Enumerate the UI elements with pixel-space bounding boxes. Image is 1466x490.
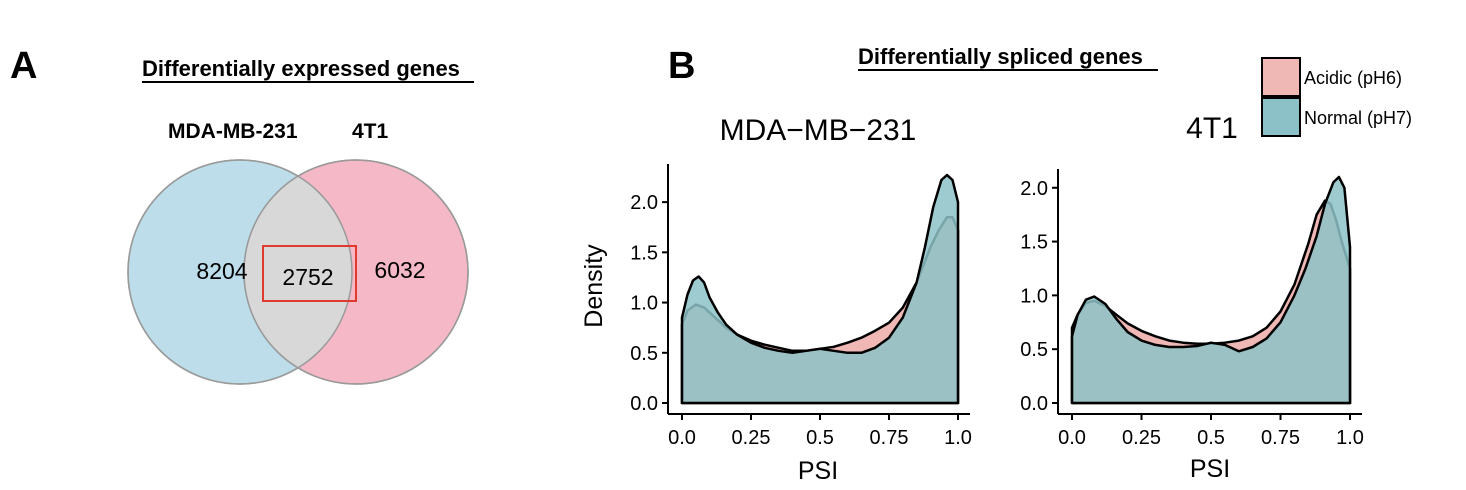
y-axis-title: Density — [580, 244, 608, 328]
legend-key-normal — [1261, 97, 1301, 137]
legend-key-acidic — [1261, 57, 1301, 97]
panel-b-letter: B — [668, 45, 695, 87]
x-tick-label: 1.0 — [944, 427, 972, 449]
panel-b-heading: Differentially spliced genes — [858, 44, 1143, 69]
panel-a-heading: Differentially expressed genes — [142, 56, 460, 81]
facet-title-mda-mb-231: MDA−MB−231 — [720, 114, 917, 147]
density-area-normal — [680, 173, 960, 405]
venn-count-mda-mb-231: 8204 — [196, 258, 247, 284]
y-tick-label: 2.0 — [630, 192, 658, 214]
venn-overlap-region — [244, 160, 352, 384]
x-axis-title-facet-1: PSI — [798, 457, 838, 485]
panel-a-letter: A — [10, 45, 37, 87]
y-tick-label: 0.5 — [630, 343, 658, 365]
y-tick-label: 0.0 — [1020, 393, 1048, 415]
y-tick-label: 0.5 — [1020, 339, 1048, 361]
venn-count-overlap: 2752 — [282, 264, 333, 290]
y-tick-label: 2.0 — [1020, 178, 1048, 200]
venn-outline-right — [243, 159, 469, 385]
y-tick-label: 1.0 — [1020, 285, 1048, 307]
x-tick-label: 0.25 — [1122, 427, 1161, 449]
x-tick-label: 0.75 — [1261, 427, 1300, 449]
x-tick-label: 0.5 — [1197, 427, 1225, 449]
legend: Acidic (pH6) Normal (pH7) — [1261, 57, 1412, 137]
density-plot-mda-mb-231: 0.0 0.5 1.0 1.5 2.0 0.0 0.25 0.5 0.75 1.0 — [630, 164, 972, 449]
venn-label-4t1: 4T1 — [352, 120, 389, 143]
x-axis-title-facet-2: PSI — [1190, 455, 1230, 483]
venn-count-4t1: 6032 — [374, 257, 425, 283]
overlap-highlight-box — [262, 245, 357, 302]
x-tick-label: 0.75 — [870, 427, 909, 449]
x-tick-label: 0.5 — [806, 427, 834, 449]
density-plot-4t1: 0.0 0.5 1.0 1.5 2.0 0.0 0.25 0.5 0.75 1.0 — [1020, 169, 1364, 449]
y-tick-label: 1.0 — [630, 293, 658, 315]
y-tick-label: 1.5 — [630, 242, 658, 264]
x-tick-label: 0.0 — [1058, 427, 1086, 449]
x-tick-label: 0.0 — [668, 427, 696, 449]
venn-outline-left — [127, 159, 353, 385]
legend-label-normal: Normal (pH7) — [1304, 108, 1412, 128]
legend-label-acidic: Acidic (pH6) — [1304, 68, 1402, 88]
y-tick-label: 1.5 — [1020, 232, 1048, 254]
density-area-normal — [1070, 175, 1352, 405]
venn-diagram: 8204 2752 6032 — [127, 159, 469, 385]
x-tick-label: 1.0 — [1336, 427, 1364, 449]
x-tick-label: 0.25 — [732, 427, 771, 449]
facet-title-4t1: 4T1 — [1186, 112, 1238, 145]
venn-label-mda-mb-231: MDA-MB-231 — [168, 120, 298, 143]
y-tick-label: 0.0 — [630, 393, 658, 415]
